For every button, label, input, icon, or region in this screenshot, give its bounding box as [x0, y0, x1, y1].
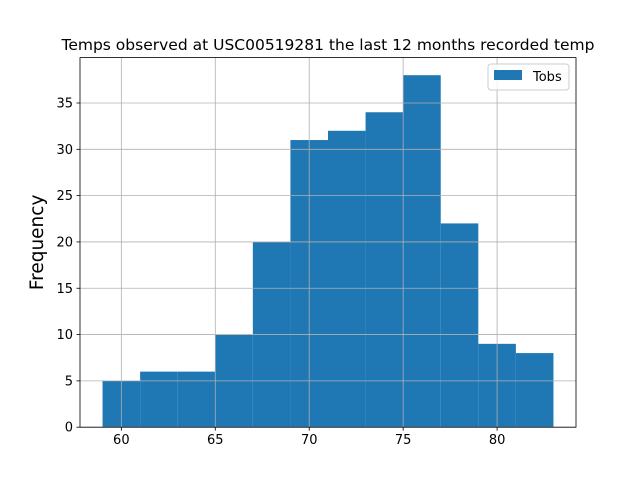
histogram-bar — [365, 112, 404, 428]
histogram-bar — [177, 371, 216, 428]
y-tick-label: 25 — [56, 189, 73, 204]
y-tick-label: 35 — [56, 96, 73, 111]
histogram-bar — [403, 75, 441, 428]
y-tick-label: 5 — [65, 374, 73, 389]
x-tick-label: 65 — [207, 433, 224, 448]
axes: 60 65 70 75 80 0 5 10 15 20 25 30 35 — [56, 57, 577, 448]
y-tick-label: 15 — [56, 282, 73, 297]
legend-swatch-tobs — [494, 70, 522, 80]
histogram-bar — [440, 223, 479, 428]
x-tick-label: 75 — [395, 433, 412, 448]
y-tick-label: 20 — [56, 235, 73, 250]
x-tick-label: 60 — [113, 433, 130, 448]
histogram-bar — [515, 353, 554, 428]
histogram-bar — [140, 371, 178, 428]
legend-label-tobs: Tobs — [532, 70, 562, 85]
y-axis-label: Frequency — [27, 195, 48, 291]
histogram-bar — [328, 130, 366, 428]
legend: Tobs — [487, 63, 570, 91]
histogram-bars — [102, 75, 554, 428]
y-tick-label: 0 — [65, 421, 73, 436]
axes-frame — [79, 57, 577, 428]
x-tick-label: 70 — [301, 433, 318, 448]
x-tick-label: 80 — [489, 433, 506, 448]
chart-title: Temps observed at USC00519281 the last 1… — [61, 36, 595, 54]
y-tick-label: 10 — [56, 328, 73, 343]
y-tick-label: 30 — [56, 143, 73, 158]
